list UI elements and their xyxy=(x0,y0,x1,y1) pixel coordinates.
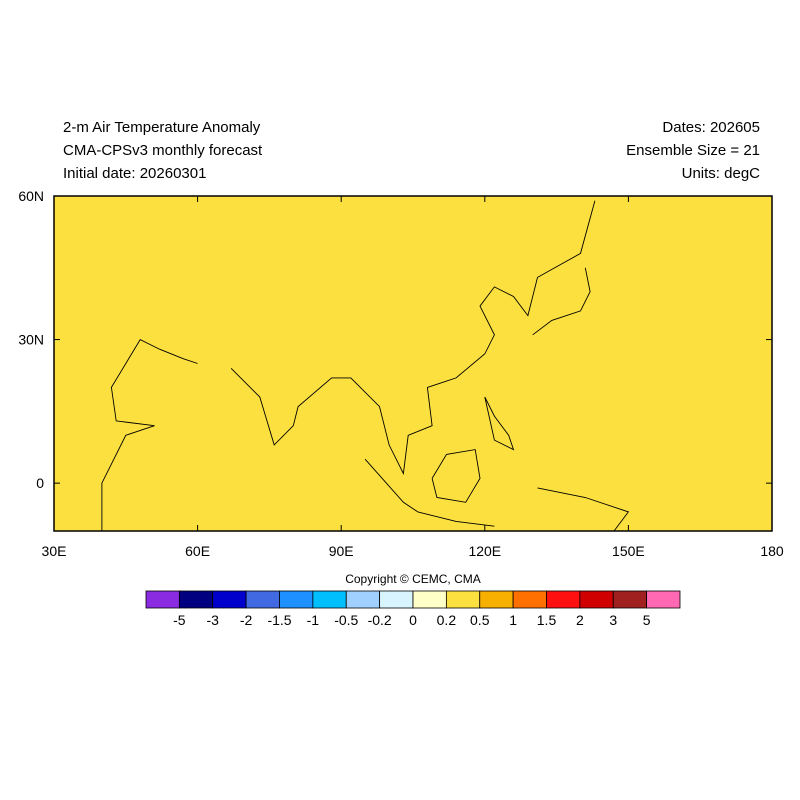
ensemble-size: Ensemble Size = 21 xyxy=(626,142,760,159)
coastline xyxy=(417,511,495,527)
coastline xyxy=(364,458,419,513)
temperature-anomaly-field xyxy=(54,196,772,531)
plot-frame xyxy=(53,195,773,532)
map-title: 2-m Air Temperature Anomaly xyxy=(63,119,261,136)
coastline xyxy=(537,487,630,531)
units-label: Units: degC xyxy=(681,165,760,182)
initial-date: Initial date: 20260301 xyxy=(63,165,207,182)
x-tick-label: 120E xyxy=(468,543,501,559)
title-block-left: 2-m Air Temperature Anomaly CMA-CPSv3 mo… xyxy=(63,116,262,185)
y-tick-label: 60N xyxy=(18,188,44,204)
x-tick-label: 30E xyxy=(42,543,67,559)
x-tick-label: 150E xyxy=(612,543,645,559)
axis-ticks: 30E 60E 90E 120E 150E 180 60N 30N 0 xyxy=(18,188,784,559)
copyright-notice: Copyright © CEMC, CMA xyxy=(345,572,481,586)
x-tick-label: 180 xyxy=(760,543,784,559)
coastline xyxy=(230,200,596,476)
title-block-right: Dates: 202605 Ensemble Size = 21 Units: … xyxy=(626,116,760,185)
y-tick-label: 0 xyxy=(36,475,44,491)
y-tick-label: 30N xyxy=(18,332,44,348)
x-tick-label: 60E xyxy=(185,543,210,559)
x-tick-label: 90E xyxy=(329,543,354,559)
coastline xyxy=(101,339,198,531)
anomaly-region xyxy=(54,196,772,531)
coastline xyxy=(532,267,591,336)
coastline xyxy=(431,449,481,503)
coastlines xyxy=(101,200,630,531)
coastline xyxy=(484,396,515,451)
forecast-dates: Dates: 202605 xyxy=(662,119,760,136)
model-name: CMA-CPSv3 monthly forecast xyxy=(63,142,263,159)
